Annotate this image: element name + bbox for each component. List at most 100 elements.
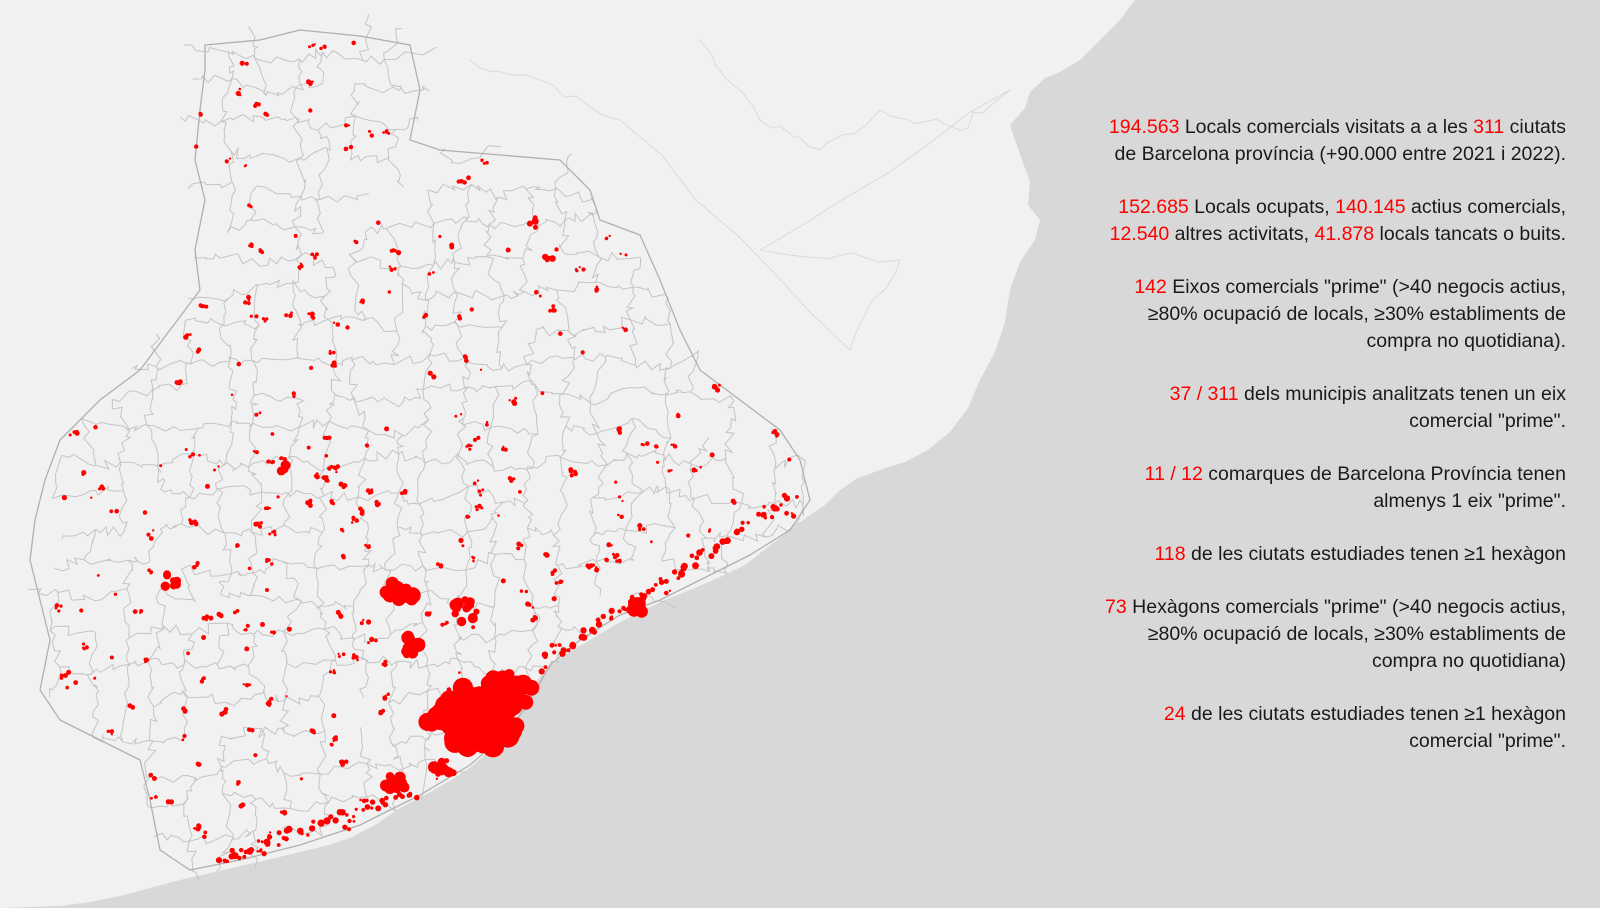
premises-dot xyxy=(699,465,702,469)
premises-dot xyxy=(431,374,437,380)
municipal-boundary-line xyxy=(489,519,498,556)
premises-dot xyxy=(310,314,314,318)
premises-dot xyxy=(132,609,138,614)
premises-dot xyxy=(72,430,76,434)
municipal-boundary-line xyxy=(390,742,404,769)
municipal-boundary-line xyxy=(298,318,329,327)
municipal-boundary-line xyxy=(318,495,328,533)
premises-dot xyxy=(670,469,673,472)
premises-dot xyxy=(300,831,304,836)
premises-dot xyxy=(343,146,349,152)
municipal-boundary-line xyxy=(458,633,495,644)
municipal-boundary-line xyxy=(90,663,130,675)
municipal-boundary-line xyxy=(248,26,259,59)
premises-dot xyxy=(243,300,248,305)
premises-dot xyxy=(645,588,652,595)
municipal-boundary-line xyxy=(518,258,528,293)
premises-dot xyxy=(670,443,673,446)
municipal-boundary-line xyxy=(215,253,268,267)
municipal-boundary-line xyxy=(328,794,369,803)
municipal-boundary-line xyxy=(385,563,424,572)
municipal-boundaries xyxy=(28,14,1011,880)
premises-dot xyxy=(93,425,98,430)
municipal-boundary-line xyxy=(254,629,284,637)
premises-dot xyxy=(497,514,500,517)
premises-dot xyxy=(314,474,320,480)
municipal-boundary-line xyxy=(595,281,634,290)
municipal-boundary-line xyxy=(663,367,670,395)
municipal-boundary-line xyxy=(504,290,525,300)
premises-dot xyxy=(383,659,388,664)
municipal-boundary-line xyxy=(152,736,185,744)
premises-dot xyxy=(713,543,721,550)
premises-dot xyxy=(245,623,250,628)
premises-dot xyxy=(201,615,207,621)
municipal-boundary-line xyxy=(248,422,257,468)
premises-dot xyxy=(527,602,532,607)
stat-text: Hexàgons comercials "prime" (>40 negocis… xyxy=(1126,596,1566,618)
premises-dot xyxy=(475,508,479,512)
municipal-boundary-line xyxy=(393,283,404,332)
municipal-boundary-line xyxy=(532,384,539,435)
stat-text: compra no quotidiana). xyxy=(1366,330,1566,352)
municipal-boundary-line xyxy=(294,226,302,256)
municipal-boundary-line xyxy=(61,529,97,540)
municipal-boundary-line xyxy=(282,561,302,602)
municipal-boundary-line xyxy=(486,427,494,468)
premises-dot xyxy=(472,625,476,629)
premises-dot xyxy=(236,782,240,786)
premises-dot xyxy=(73,680,79,685)
premises-dot xyxy=(113,592,118,596)
municipal-boundary-line xyxy=(464,486,472,532)
municipal-boundary-line xyxy=(594,316,631,333)
stat-prime-hexagons: 73 Hexàgons comercials "prime" (>40 nego… xyxy=(1006,594,1566,675)
premises-dot xyxy=(505,247,511,253)
premises-dot xyxy=(774,432,780,437)
municipal-boundary-line xyxy=(120,693,128,742)
municipal-boundary-line xyxy=(422,383,469,392)
premises-dot xyxy=(246,294,251,300)
municipal-boundary-line xyxy=(228,283,258,299)
premises-dot xyxy=(359,621,364,626)
municipal-boundary-line xyxy=(323,490,359,502)
municipal-boundary-line xyxy=(396,116,419,131)
premises-dot xyxy=(791,513,797,519)
municipal-boundary-line xyxy=(290,800,329,812)
municipal-boundary-line xyxy=(354,83,400,94)
premises-dot xyxy=(667,469,671,473)
premises-dot xyxy=(204,304,209,309)
neighbour-boundary-line xyxy=(959,89,1011,131)
municipal-boundary-line xyxy=(423,739,431,760)
municipal-boundary-line xyxy=(358,14,372,61)
premises-dot xyxy=(543,256,548,260)
stat-highlight-number: 37 / 311 xyxy=(1169,383,1239,405)
premises-dot xyxy=(191,452,196,457)
municipal-boundary-line xyxy=(227,182,237,233)
premises-dot xyxy=(500,578,506,584)
municipal-boundary-line xyxy=(368,429,404,439)
premises-dot xyxy=(330,363,335,368)
municipal-boundary-line xyxy=(228,148,235,183)
stat-text: de Barcelona província (+90.000 entre 20… xyxy=(1114,143,1566,165)
premises-dot xyxy=(772,428,778,434)
premises-dot xyxy=(254,450,259,455)
municipal-boundary-line xyxy=(561,357,576,395)
premises-dot xyxy=(459,413,463,416)
premises-dot xyxy=(364,543,368,547)
stat-text: comercial "prime". xyxy=(1409,730,1566,752)
premises-dot xyxy=(511,399,517,405)
municipal-boundary-line xyxy=(421,528,468,538)
premises-dot xyxy=(623,327,628,333)
municipal-boundary-line xyxy=(291,195,302,228)
municipal-boundary-line xyxy=(800,456,806,506)
municipal-boundary-line xyxy=(487,196,499,225)
municipal-boundary-line xyxy=(183,798,193,842)
premises-dot xyxy=(109,509,114,514)
premises-dot xyxy=(344,123,349,128)
premises-dot xyxy=(454,414,458,418)
premises-dot xyxy=(508,399,511,402)
municipal-boundary-line xyxy=(182,690,227,705)
premises-dot xyxy=(82,647,86,651)
municipal-boundary-line xyxy=(523,329,537,365)
